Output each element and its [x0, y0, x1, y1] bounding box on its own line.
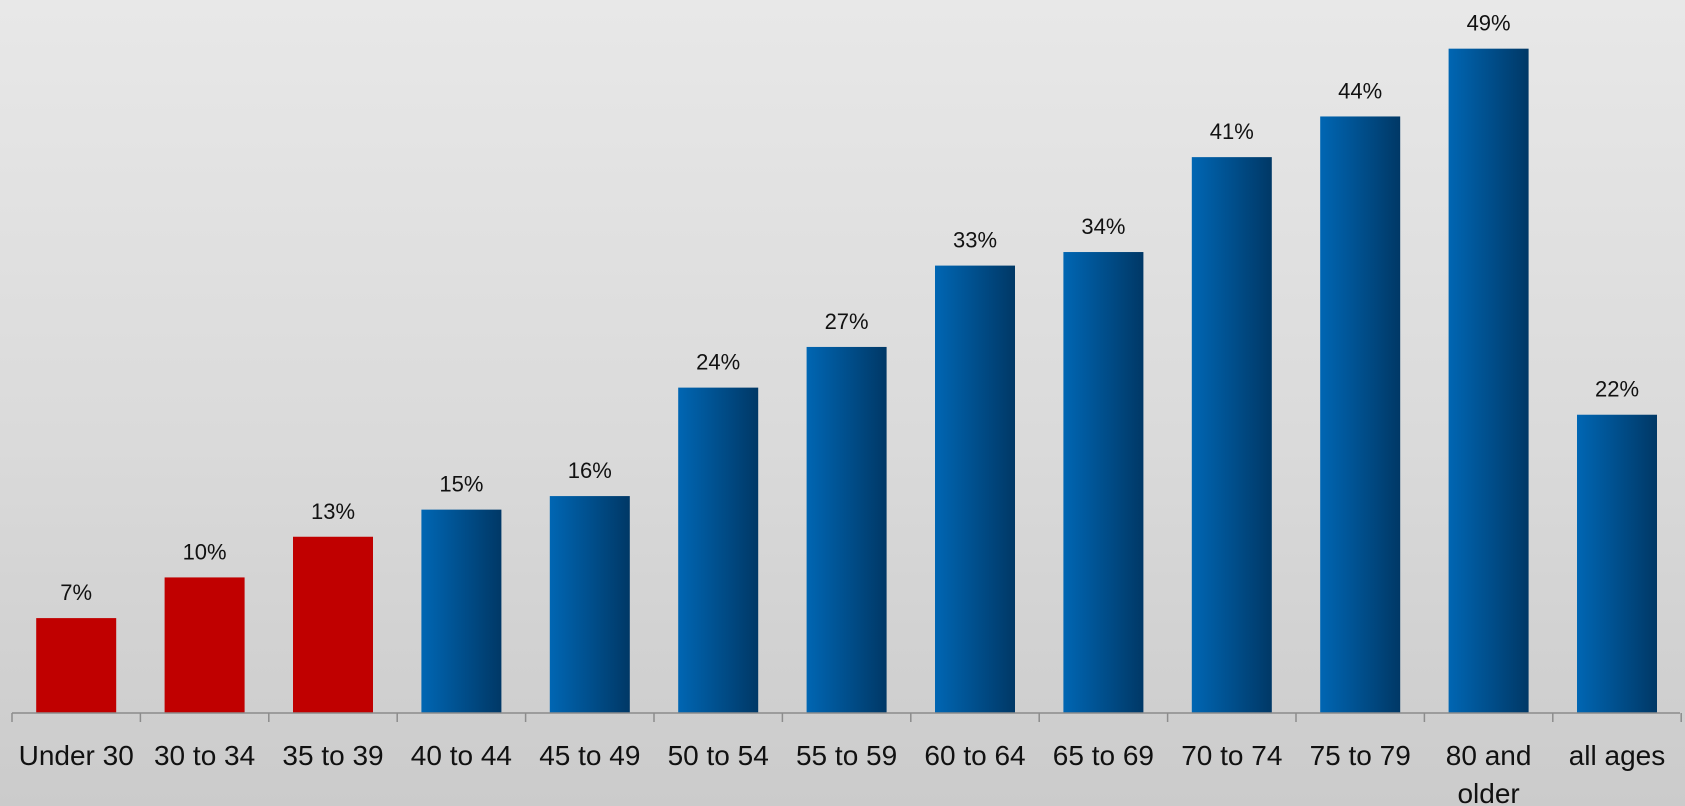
x-tick-label: 70 to 74 [1181, 740, 1282, 771]
bar-10 [1320, 116, 1401, 713]
bar-0 [36, 618, 117, 713]
x-tick-label: 45 to 49 [539, 740, 640, 771]
x-tick-label: 65 to 69 [1053, 740, 1154, 771]
x-tick-label: 50 to 54 [668, 740, 769, 771]
bar-value-label: 22% [1595, 377, 1639, 402]
bar-5 [678, 387, 759, 713]
bar-8 [1063, 252, 1144, 714]
x-tick-label: 35 to 39 [282, 740, 383, 771]
bar-12 [1577, 414, 1657, 713]
x-tick-label: all ages [1569, 740, 1666, 771]
x-tick-label: 40 to 44 [411, 740, 512, 771]
x-tick-labels: Under 30 30 to 34 35 to 39 40 to 44 45 to 49… [19, 740, 1666, 806]
bar-9 [1191, 157, 1272, 713]
bar-value-label: 10% [183, 539, 227, 564]
bar-6 [806, 346, 887, 713]
bar-value-label: 15% [439, 472, 483, 497]
bar-7 [935, 265, 1015, 713]
x-tick-label: Under 30 [19, 740, 134, 771]
bar-value-label: 24% [696, 350, 740, 375]
bar-value-label: 44% [1338, 78, 1382, 103]
x-tick-label: 55 to 59 [796, 740, 897, 771]
bar-value-label: 49% [1467, 11, 1511, 36]
x-tick-label: 80 and older [1446, 740, 1532, 806]
bar-value-label: 33% [953, 228, 997, 253]
bar-1 [164, 577, 245, 713]
x-tick-label: 60 to 64 [924, 740, 1025, 771]
bar-value-label: 27% [825, 309, 869, 334]
bar-11 [1448, 48, 1529, 714]
bar-value-label: 41% [1210, 119, 1254, 144]
bar-4 [549, 496, 630, 713]
x-tick-label: 75 to 79 [1310, 740, 1411, 771]
x-tick-label: 30 to 34 [154, 740, 255, 771]
bar-value-label: 34% [1081, 214, 1125, 239]
bars-layer [36, 48, 1657, 714]
bar-value-label: 13% [311, 499, 355, 524]
bar-3 [421, 509, 502, 713]
value-labels-layer: 7% 10% 13% 15% 16% 24% 27% 33% 34% 41% 44% 49% 22% [60, 11, 1639, 605]
bar-value-label: 16% [568, 458, 612, 483]
x-axis [11, 712, 1682, 722]
bar-value-label: 7% [60, 580, 92, 605]
bar-2 [293, 536, 373, 713]
